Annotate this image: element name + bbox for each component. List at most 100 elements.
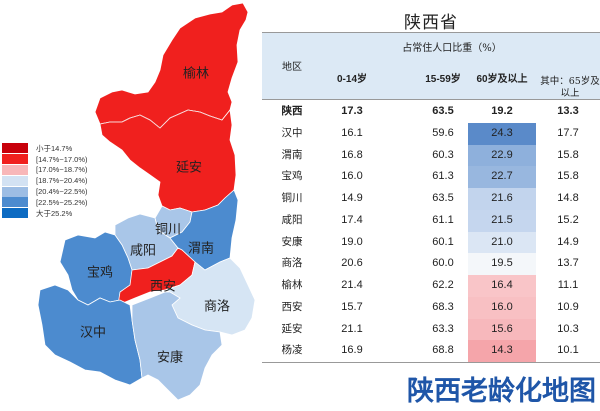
legend-label: [18.7%~20.4%) bbox=[36, 176, 88, 186]
age-15-59-cell: 61.1 bbox=[432, 213, 454, 226]
table-row: 陕西 17.3 63.5 19.2 13.3 bbox=[262, 101, 600, 123]
age-15-59-cell: 62.2 bbox=[432, 279, 454, 291]
age-0-14-cell: 16.9 bbox=[341, 344, 363, 357]
table-row: 渭南 16.8 60.3 22.9 15.8 bbox=[262, 144, 600, 167]
age-15-59-cell: 63.3 bbox=[432, 322, 454, 335]
region-cell: 渭南 bbox=[281, 148, 303, 161]
region-yulin[interactable] bbox=[94, 2, 249, 129]
age-65plus-cell: 15.8 bbox=[557, 148, 579, 161]
age-65plus-cell: 13.7 bbox=[557, 257, 579, 270]
age-0-14-cell: 21.4 bbox=[341, 279, 363, 291]
age-60plus-cell: 22.9 bbox=[468, 144, 536, 167]
age-15-59-cell: 63.5 bbox=[432, 192, 454, 204]
region-cell: 陕西 bbox=[281, 105, 303, 117]
age-60plus-cell: 21.0 bbox=[468, 231, 536, 254]
legend-item: [20.4%~22.5%) bbox=[2, 186, 112, 197]
region-cell: 咸阳 bbox=[281, 213, 303, 226]
age-60plus-cell: 21.5 bbox=[468, 209, 536, 232]
region-cell: 榆林 bbox=[281, 279, 303, 291]
region-yanan[interactable] bbox=[99, 109, 237, 213]
age-0-14-cell: 21.1 bbox=[341, 322, 363, 335]
age-0-14-cell: 14.9 bbox=[341, 192, 363, 204]
table-row: 商洛 20.6 60.0 19.5 13.7 bbox=[262, 253, 600, 275]
legend-item: [22.5%~25.2%) bbox=[2, 197, 112, 208]
age-60plus-cell: 15.6 bbox=[468, 318, 536, 341]
age-0-14-cell: 20.6 bbox=[341, 257, 363, 270]
table-header: 地区 占常住人口比重（%） 0-14岁 15-59岁 60岁及以上 其中：65岁… bbox=[262, 32, 600, 100]
map-label-yulin: 榆林 bbox=[182, 66, 210, 82]
age-15-59-cell: 60.3 bbox=[432, 148, 454, 161]
legend-label: 小于14.7% bbox=[36, 143, 73, 153]
age-65plus-cell: 10.3 bbox=[557, 322, 579, 335]
region-ankang[interactable] bbox=[131, 291, 223, 401]
legend-swatch bbox=[2, 164, 28, 175]
age-0-14-cell: 16.0 bbox=[341, 170, 363, 183]
legend-item: [18.7%~20.4%) bbox=[2, 175, 112, 186]
table-row: 宝鸡 16.0 61.3 22.7 15.8 bbox=[262, 166, 600, 188]
age-65plus-cell: 14.8 bbox=[557, 192, 579, 204]
region-cell: 杨凌 bbox=[281, 344, 303, 357]
shaanxi-map-svg bbox=[37, 2, 256, 401]
header-group: 占常住人口比重（%） bbox=[402, 43, 502, 54]
age-0-14-cell: 19.0 bbox=[341, 235, 363, 248]
age-65plus-cell: 11.1 bbox=[557, 279, 579, 291]
age-60plus-cell: 19.5 bbox=[468, 253, 536, 275]
age-0-14-cell: 15.7 bbox=[341, 300, 363, 313]
data-table: 陕西省 地区 占常住人口比重（%） 0-14岁 15-59岁 60岁及以上 其中… bbox=[262, 0, 600, 411]
age-15-59-cell: 68.8 bbox=[432, 344, 454, 357]
legend-swatch bbox=[2, 154, 28, 165]
legend-label: [22.5%~25.2%) bbox=[36, 197, 88, 207]
map-label-ankang: 安康 bbox=[156, 350, 184, 366]
legend-swatch bbox=[2, 186, 28, 197]
age-65plus-cell: 14.9 bbox=[557, 235, 579, 248]
table-row: 汉中 16.1 59.6 24.3 17.7 bbox=[262, 122, 600, 145]
table-row: 铜川 14.9 63.5 21.6 14.8 bbox=[262, 188, 600, 210]
region-cell: 商洛 bbox=[281, 257, 303, 270]
region-cell: 汉中 bbox=[281, 126, 303, 139]
header-col-65plus: 其中：65岁及 bbox=[540, 76, 600, 87]
map-legend: 小于14.7% [14.7%~17.0%) [17.0%~18.7%) [18.… bbox=[2, 143, 112, 219]
map-label-shangluo: 商洛 bbox=[203, 299, 231, 315]
table-body: 陕西 17.3 63.5 19.2 13.3 汉中 16.1 59.6 24.3 17.7 渭南 16… bbox=[262, 101, 600, 362]
age-60plus-cell: 14.3 bbox=[468, 340, 536, 362]
table-row: 安康 19.0 60.1 21.0 14.9 bbox=[262, 231, 600, 254]
map-label-baoji: 宝鸡 bbox=[86, 265, 114, 281]
age-60plus-cell: 21.6 bbox=[468, 188, 536, 210]
legend-item: 大于25.2% bbox=[2, 208, 112, 219]
legend-label: [20.4%~22.5%) bbox=[36, 187, 88, 197]
map-label-hanzhong: 汉中 bbox=[79, 325, 107, 341]
age-60plus-cell: 24.3 bbox=[468, 122, 536, 145]
table-bottom-rule bbox=[262, 362, 600, 363]
header-col-0-14: 0-14岁 bbox=[336, 74, 367, 85]
age-60plus-cell: 22.7 bbox=[468, 166, 536, 188]
region-cell: 西安 bbox=[281, 300, 303, 313]
age-15-59-cell: 59.6 bbox=[432, 126, 454, 139]
map-label-xian: 西安 bbox=[149, 279, 177, 295]
age-65plus-cell: 17.7 bbox=[557, 126, 579, 139]
age-0-14-cell: 17.4 bbox=[341, 213, 363, 226]
choropleth-map: 榆林 延安 铜川 咸阳 渭南 宝鸡 西安 商洛 汉中 安康 小于14.7% [1… bbox=[0, 0, 262, 411]
legend-swatch bbox=[2, 208, 28, 219]
legend-label: [17.0%~18.7%) bbox=[36, 165, 88, 175]
region-cell: 延安 bbox=[281, 322, 303, 335]
map-label-xianyang: 咸阳 bbox=[129, 243, 157, 259]
table-row: 延安 21.1 63.3 15.6 10.3 bbox=[262, 318, 600, 341]
table-title: 陕西省 bbox=[404, 13, 458, 33]
age-15-59-cell: 68.3 bbox=[432, 300, 454, 313]
age-65plus-cell: 13.3 bbox=[557, 105, 579, 117]
age-15-59-cell: 61.3 bbox=[432, 170, 454, 183]
age-15-59-cell: 60.1 bbox=[432, 235, 454, 248]
age-15-59-cell: 63.5 bbox=[432, 105, 454, 117]
table-row: 咸阳 17.4 61.1 21.5 15.2 bbox=[262, 209, 600, 232]
age-65plus-cell: 10.1 bbox=[557, 344, 579, 357]
legend-label: [14.7%~17.0%) bbox=[36, 154, 88, 164]
header-col-15-59: 15-59岁 bbox=[425, 74, 461, 85]
header-col-65plus-line2: 以上 bbox=[560, 88, 580, 99]
age-60plus-cell: 19.2 bbox=[491, 105, 513, 117]
legend-swatch bbox=[2, 143, 28, 154]
region-cell: 宝鸡 bbox=[281, 170, 303, 183]
region-cell: 铜川 bbox=[281, 192, 303, 204]
legend-item: [17.0%~18.7%) bbox=[2, 164, 112, 176]
table-row: 杨凌 16.9 68.8 14.3 10.1 bbox=[262, 340, 600, 362]
map-label-yanan: 延安 bbox=[175, 160, 203, 176]
